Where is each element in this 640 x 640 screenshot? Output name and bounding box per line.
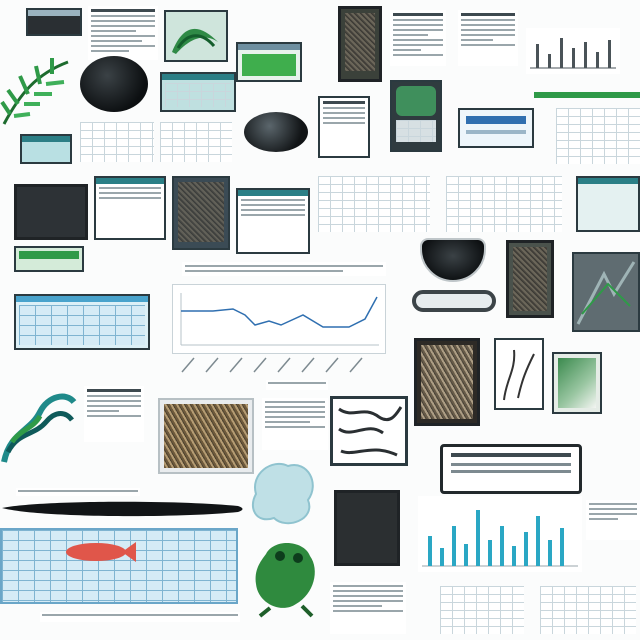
thumb-black-stylus [0, 496, 246, 520]
thumb-sketch-window [494, 338, 544, 410]
thumb-dark-monitor-1 [14, 184, 88, 240]
thumb-blue-grid-fish-window [0, 528, 238, 604]
thumb-teal-bar-chart [418, 496, 582, 572]
thumb-chart-doc-2 [160, 122, 232, 162]
thumb-doc-5 [84, 386, 144, 442]
thumb-chart-doc-4 [446, 176, 562, 232]
thumb-green-table [14, 246, 84, 272]
thumb-chart-doc-3 [318, 176, 430, 232]
thumb-bar-chart-top [526, 28, 620, 74]
thumb-brown-texture-window-1 [414, 338, 480, 426]
thumb-green-plant-screen [164, 10, 228, 62]
thumb-dark-panel-1 [338, 6, 382, 82]
thumb-doc-3 [458, 10, 518, 66]
thumb-blue-dialog [458, 108, 534, 148]
thumb-teal-window-1 [160, 72, 236, 112]
thumb-doc-1 [88, 6, 158, 60]
line-chart-tick-labels [176, 354, 384, 376]
thumb-dark-panel-2 [506, 240, 554, 318]
thumb-sketch-window-2 [330, 396, 408, 466]
thumb-chart-doc-6 [540, 586, 636, 634]
line-chart [172, 284, 386, 354]
thumb-caption-text-2 [266, 380, 328, 390]
thumb-brown-texture-window-2 [158, 398, 254, 474]
thumb-green-pool-window [552, 352, 602, 414]
thumb-dialog-banner [440, 444, 582, 494]
thumb-doc-7 [586, 500, 640, 540]
thumb-green-frog [250, 534, 324, 618]
thumb-chart-doc-1 [80, 122, 154, 162]
thumb-caption-text-4 [40, 612, 240, 622]
thumb-fern-plant [0, 54, 72, 130]
thumb-doc-6 [262, 398, 328, 450]
thumb-line-chart-right [556, 108, 640, 164]
thumb-teal-wave-shape [0, 372, 78, 470]
thumb-teal-window-3 [576, 176, 640, 232]
thumb-caption-text-3 [16, 488, 140, 496]
thumb-dark-monitor-2 [334, 490, 400, 566]
thumb-black-disc-2 [244, 112, 308, 152]
thumb-black-bowl [420, 238, 486, 282]
thumb-chart-doc-5 [440, 586, 524, 634]
thumb-doc-8 [330, 582, 406, 634]
thumb-black-disc-1 [80, 56, 148, 112]
thumb-window-green [236, 42, 302, 82]
thumb-caption-text-1 [182, 262, 386, 276]
thumb-dark-photo-window [172, 176, 230, 250]
thumb-green-fish-screen [390, 80, 442, 152]
thumb-blue-grid-panel [14, 294, 150, 350]
line-chart-series [181, 296, 378, 328]
thumb-oval-ring [412, 290, 496, 312]
thumb-doc-2 [390, 10, 446, 66]
thumb-dark-screen-1 [26, 8, 82, 36]
thumb-doc-window-2 [318, 96, 370, 158]
thumb-doc-window-3 [94, 176, 166, 240]
line-chart-svg [180, 293, 379, 346]
thumb-glass-blob [246, 454, 322, 532]
thumb-gray-photo-window [572, 252, 640, 332]
thumb-teal-window-2 [20, 134, 72, 164]
thumb-doc-window-4 [236, 188, 310, 254]
thumb-green-strip [534, 92, 640, 98]
